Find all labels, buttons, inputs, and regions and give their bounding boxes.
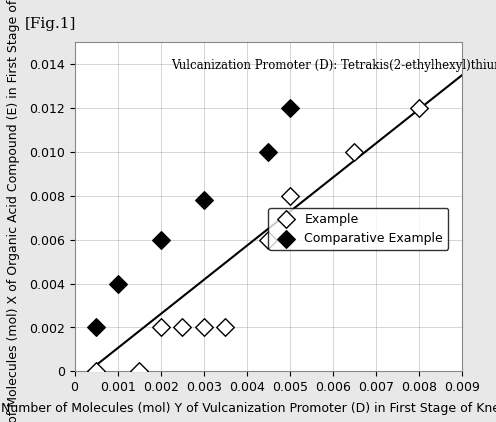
Comparative Example xyxy=(264,149,272,155)
Example xyxy=(135,368,143,375)
Y-axis label: Number of Molecules (mol) X of Organic Acid Compound (E) in First Stage of Knead: Number of Molecules (mol) X of Organic A… xyxy=(7,0,20,422)
Comparative Example xyxy=(199,197,207,203)
Comparative Example xyxy=(156,236,164,243)
Example xyxy=(221,324,229,331)
Comparative Example xyxy=(285,105,293,111)
Example xyxy=(264,236,272,243)
Example xyxy=(178,324,186,331)
Example xyxy=(414,105,422,111)
Example xyxy=(199,324,207,331)
Text: [Fig.1]: [Fig.1] xyxy=(25,17,76,31)
Text: Vulcanization Promoter (D): Tetrakis(2-ethylhexyl)thiuram Disulfide: Vulcanization Promoter (D): Tetrakis(2-e… xyxy=(171,59,496,72)
Example xyxy=(350,149,358,155)
X-axis label: Number of Molecules (mol) Y of Vulcanization Promoter (D) in First Stage of Knea: Number of Molecules (mol) Y of Vulcaniza… xyxy=(1,403,496,415)
Comparative Example xyxy=(92,324,100,331)
Example xyxy=(285,192,293,199)
Example xyxy=(156,324,164,331)
Legend: Example, Comparative Example: Example, Comparative Example xyxy=(268,208,447,250)
Comparative Example xyxy=(114,280,122,287)
Example xyxy=(92,368,100,375)
